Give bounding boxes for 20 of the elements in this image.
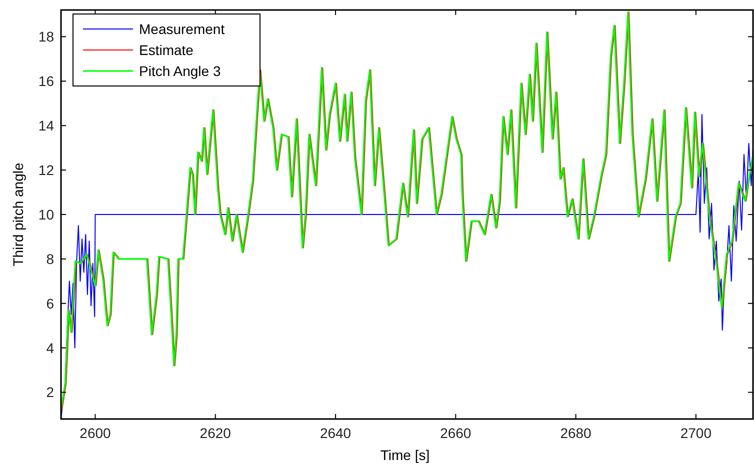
x-tick-label: 2600 xyxy=(80,425,112,441)
y-tick-label: 4 xyxy=(46,340,54,356)
y-tick-label: 2 xyxy=(46,384,54,400)
y-tick-label: 12 xyxy=(38,162,54,178)
y-tick-label: 8 xyxy=(46,250,54,267)
y-axis-title: Third pitch angle xyxy=(10,162,26,266)
y-tick-label: 18 xyxy=(38,28,54,45)
legend-label: Estimate xyxy=(139,42,194,58)
x-tick-label: 2680 xyxy=(560,425,592,441)
x-tick-label: 2640 xyxy=(320,425,352,441)
y-tick-label: 14 xyxy=(38,117,54,134)
x-tick-label: 2700 xyxy=(680,425,712,441)
x-tick-label: 2660 xyxy=(440,425,472,441)
legend-label: Pitch Angle 3 xyxy=(139,62,221,79)
y-tick-label: 6 xyxy=(46,295,54,312)
legend-label: Measurement xyxy=(139,20,225,37)
x-axis-title: Time [s] xyxy=(380,447,430,463)
x-tick-label: 2620 xyxy=(200,425,232,441)
y-tick-label: 10 xyxy=(38,206,54,222)
y-tick-label: 16 xyxy=(38,73,54,90)
